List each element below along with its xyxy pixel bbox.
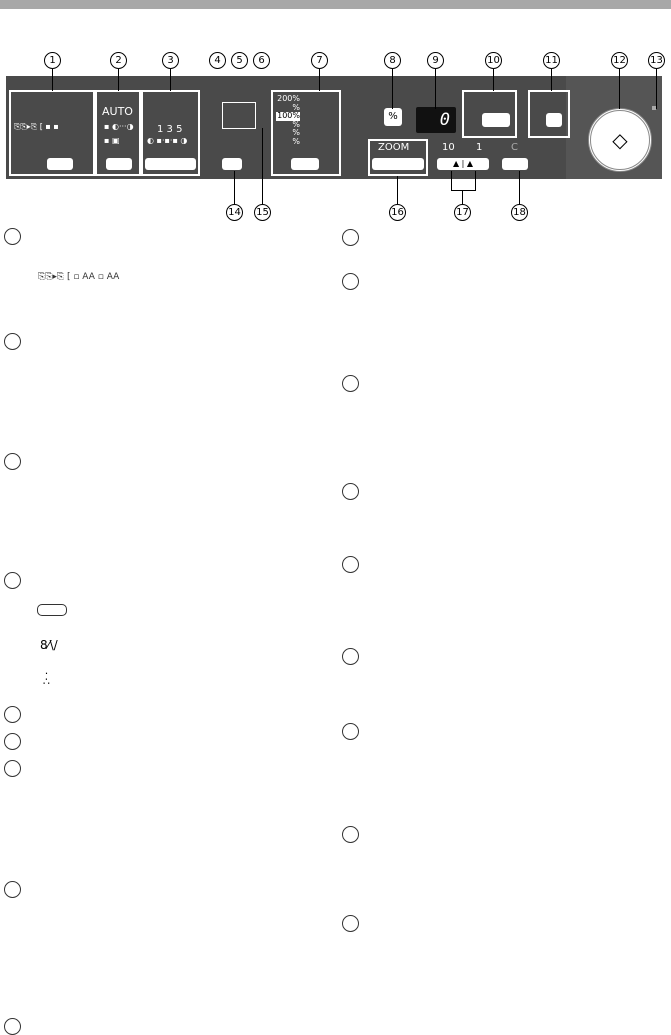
leader-line (475, 171, 476, 191)
item-marker (4, 733, 21, 750)
scan-key[interactable] (482, 113, 510, 127)
online-key[interactable] (546, 113, 562, 127)
leader-line (451, 171, 452, 191)
leader-line (519, 171, 520, 204)
callout-15: 15 (254, 204, 271, 221)
toner-dots-icon: · ∴ (43, 667, 50, 688)
exposure-mode-section (95, 90, 141, 176)
toner-cartridge-icon (37, 604, 67, 616)
leader-line (319, 69, 320, 91)
leader-line (435, 69, 436, 109)
item-marker (4, 453, 21, 470)
light-dark-keys[interactable] (145, 158, 196, 170)
ratio-preset: 100% (276, 111, 300, 121)
item-marker (4, 228, 21, 245)
leader-line (656, 69, 657, 109)
item-marker (342, 483, 359, 500)
item-marker (342, 648, 359, 665)
item-marker (342, 723, 359, 740)
callout-10: 10 (485, 52, 502, 69)
text-mode-icon: ▪ ◐···◑ (104, 122, 134, 131)
exposure-scale: ◐ ▪·▪·▪ ◑ (147, 136, 188, 145)
start-key[interactable]: ◇ (588, 108, 652, 172)
item-marker (4, 760, 21, 777)
clear-key[interactable] (502, 158, 528, 170)
callout-6: 6 (253, 52, 270, 69)
leader-line (619, 69, 620, 109)
leader-line (170, 69, 171, 91)
copies-label-10: 10 (442, 142, 455, 153)
percent-key[interactable]: % (384, 108, 402, 126)
duplex-copy-icon: ⎘⎘▸⎘ [ ▫ AA ▫ AA (38, 272, 120, 282)
callout-13: 13 (648, 52, 665, 69)
callout-4: 4 (209, 52, 226, 69)
zoom-section (368, 139, 428, 176)
duplex-key[interactable] (47, 158, 73, 170)
ratio-select-key[interactable] (291, 158, 319, 170)
ratio-section (271, 90, 341, 176)
clear-label: C (511, 142, 518, 153)
leader-line (392, 69, 393, 109)
item-marker (342, 273, 359, 290)
ratio-preset-list: 200% % 100% % % % (276, 94, 300, 146)
callout-17: 17 (454, 204, 471, 221)
ratio-preset: % (292, 102, 300, 112)
item-marker (342, 915, 359, 932)
paper-jam-icon: 8⁄\/ (40, 638, 58, 652)
ratio-preset: % (292, 119, 300, 129)
power-save-indicator (652, 106, 656, 110)
top-bar (0, 0, 671, 9)
callout-7: 7 (311, 52, 328, 69)
leader-line (551, 69, 552, 91)
exposure-levels: 1 3 5 (157, 124, 183, 135)
callout-14: 14 (226, 204, 243, 221)
item-marker (4, 706, 21, 723)
zoom-label: ZOOM (378, 142, 410, 153)
item-marker (342, 229, 359, 246)
item-marker (342, 556, 359, 573)
callout-3: 3 (162, 52, 179, 69)
copy-quantity-keys[interactable]: ▲ | ▲ (437, 158, 489, 170)
copies-label-1: 1 (476, 142, 483, 153)
callout-5: 5 (231, 52, 248, 69)
callout-18: 18 (511, 204, 528, 221)
scan-section (462, 90, 517, 138)
leader-line (234, 171, 235, 204)
exposure-mode-key[interactable] (106, 158, 132, 170)
ratio-preset: % (292, 128, 300, 137)
item-marker (342, 826, 359, 843)
duplex-section (9, 90, 95, 176)
callout-1: 1 (44, 52, 61, 69)
leader-line (451, 190, 476, 191)
leader-line (118, 69, 119, 91)
callout-12: 12 (611, 52, 628, 69)
callout-8: 8 (384, 52, 401, 69)
tray-select-key[interactable] (222, 158, 242, 170)
exposure-level-section (141, 90, 200, 176)
duplex-copy-icon: ⎘⎘▸⎘ [ ▪ ▪ (14, 122, 59, 131)
leader-line (52, 69, 53, 91)
callout-2: 2 (110, 52, 127, 69)
zoom-keys[interactable] (372, 158, 424, 170)
item-marker (342, 375, 359, 392)
photo-mode-icon: ▪ ▣ (104, 136, 120, 145)
ratio-preset: 200% (277, 94, 300, 103)
callout-16: 16 (389, 204, 406, 221)
callout-11: 11 (543, 52, 560, 69)
copy-count-display: 0 (416, 107, 456, 133)
item-marker (4, 333, 21, 350)
item-marker (4, 1018, 21, 1035)
item-marker (4, 881, 21, 898)
leader-line (462, 190, 463, 204)
callout-9: 9 (427, 52, 444, 69)
leader-line (397, 176, 398, 204)
online-section (528, 90, 570, 138)
ratio-preset: % (292, 136, 300, 146)
leader-line (493, 69, 494, 91)
leader-line (262, 128, 263, 204)
item-marker (4, 572, 21, 589)
auto-label: AUTO (102, 105, 133, 118)
alarm-indicators (222, 102, 256, 129)
